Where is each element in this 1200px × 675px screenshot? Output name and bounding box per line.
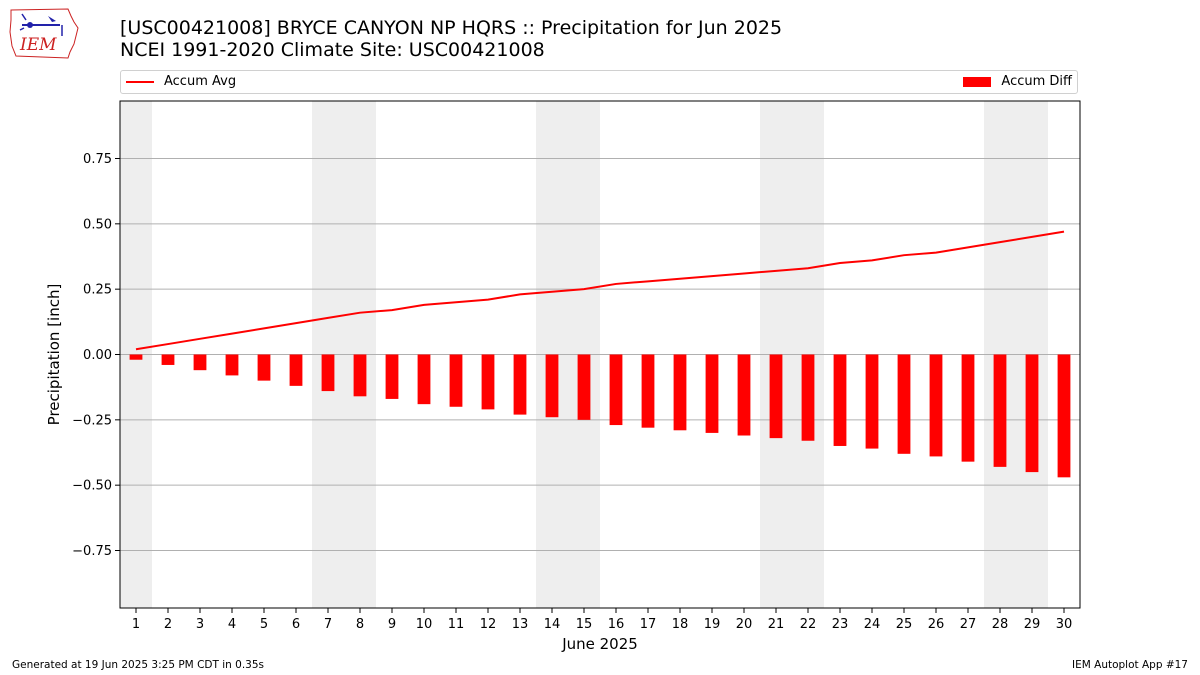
y-tick-label: −0.75 bbox=[72, 544, 112, 559]
x-tick-label: 10 bbox=[416, 617, 433, 632]
chart-title: [USC00421008] BRYCE CANYON NP HQRS :: Pr… bbox=[120, 17, 783, 39]
x-tick-label: 30 bbox=[1056, 617, 1073, 632]
accum-diff-bar bbox=[385, 354, 399, 399]
legend-label-accum-avg: Accum Avg bbox=[164, 74, 237, 89]
accum-diff-bar bbox=[577, 354, 591, 420]
x-tick-label: 28 bbox=[992, 617, 1009, 632]
x-tick-label: 22 bbox=[800, 617, 817, 632]
chart-title-block: [USC00421008] BRYCE CANYON NP HQRS :: Pr… bbox=[120, 17, 782, 61]
accum-avg-line bbox=[135, 230, 1065, 351]
x-tick-label: 25 bbox=[896, 617, 913, 632]
accum-diff-bar bbox=[801, 354, 815, 441]
x-tick-label: 1 bbox=[132, 617, 140, 632]
x-tick-label: 12 bbox=[480, 617, 497, 632]
accum-diff-bar bbox=[961, 354, 975, 462]
accum-diff-bar bbox=[833, 354, 847, 446]
footer-generated: Generated at 19 Jun 2025 3:25 PM CDT in … bbox=[12, 659, 265, 671]
accum-diff-bar bbox=[897, 354, 911, 454]
x-tick-label: 16 bbox=[608, 617, 625, 632]
accum-diff-bar bbox=[673, 354, 687, 431]
accum-diff-bar bbox=[449, 354, 463, 407]
legend-label-accum-diff: Accum Diff bbox=[1001, 74, 1072, 89]
footer-app-id: IEM Autoplot App #17 bbox=[1072, 659, 1188, 671]
accum-diff-bar bbox=[1025, 354, 1039, 473]
legend-line-swatch bbox=[126, 80, 154, 83]
x-tick-label: 24 bbox=[864, 617, 881, 632]
y-tick-label: 0.00 bbox=[83, 348, 112, 363]
legend: Accum Avg Accum Diff bbox=[120, 70, 1078, 94]
x-tick-label: 3 bbox=[196, 617, 204, 632]
x-tick-label: 19 bbox=[704, 617, 721, 632]
y-tick-label: −0.25 bbox=[72, 413, 112, 428]
accum-diff-bar bbox=[289, 354, 303, 386]
x-tick-label: 27 bbox=[960, 617, 977, 632]
x-tick-label: 14 bbox=[544, 617, 561, 632]
x-axis-label: June 2025 bbox=[561, 635, 638, 653]
accum-diff-bar bbox=[193, 354, 207, 371]
x-tick-label: 8 bbox=[356, 617, 364, 632]
accum-diff-bar bbox=[641, 354, 655, 428]
legend-item-accum-avg: Accum Avg bbox=[126, 74, 236, 90]
legend-item-accum-diff: Accum Diff bbox=[963, 74, 1072, 90]
x-tick-label: 26 bbox=[928, 617, 945, 632]
accum-diff-bar bbox=[865, 354, 879, 449]
accum-diff-bar bbox=[1057, 354, 1071, 478]
iowa-state-map-logo-icon: IEM bbox=[9, 8, 79, 59]
x-tick-label: 11 bbox=[448, 617, 465, 632]
accum-diff-bar bbox=[417, 354, 431, 405]
accum-diff-bar bbox=[737, 354, 751, 436]
legend-bar-swatch bbox=[963, 76, 992, 87]
chart-subtitle: NCEI 1991-2020 Climate Site: USC00421008 bbox=[120, 39, 545, 61]
x-tick-label: 20 bbox=[736, 617, 753, 632]
x-tick-label: 15 bbox=[576, 617, 593, 632]
x-tick-label: 9 bbox=[388, 617, 396, 632]
y-tick-label: 0.75 bbox=[83, 152, 112, 167]
x-tick-label: 13 bbox=[512, 617, 529, 632]
accum-diff-bar bbox=[705, 354, 719, 433]
accum-diff-bar bbox=[257, 354, 271, 381]
y-tick-label: −0.50 bbox=[72, 479, 112, 494]
logo-text: IEM bbox=[19, 35, 57, 55]
accum-diff-bar bbox=[993, 354, 1007, 467]
accum-diff-bar bbox=[321, 354, 335, 392]
x-tick-label: 17 bbox=[640, 617, 657, 632]
y-tick-label: 0.50 bbox=[83, 217, 112, 232]
x-tick-label: 5 bbox=[260, 617, 268, 632]
x-tick-label: 23 bbox=[832, 617, 849, 632]
accum-diff-bar bbox=[929, 354, 943, 457]
accum-diff-bar bbox=[225, 354, 239, 376]
accum-diff-bar bbox=[161, 354, 175, 365]
accum-diff-bar bbox=[513, 354, 527, 415]
x-tick-label: 2 bbox=[164, 617, 172, 632]
x-tick-label: 6 bbox=[292, 617, 300, 632]
accum-diff-bar bbox=[353, 354, 367, 397]
accum-diff-bar bbox=[481, 354, 495, 410]
y-tick-label: 0.25 bbox=[83, 283, 112, 298]
x-tick-label: 4 bbox=[228, 617, 236, 632]
y-axis-label: Precipitation [inch] bbox=[45, 284, 63, 426]
accum-diff-bar bbox=[769, 354, 783, 439]
x-tick-label: 29 bbox=[1024, 617, 1041, 632]
accum-diff-bar bbox=[609, 354, 623, 426]
accum-diff-bar bbox=[129, 354, 143, 360]
accum-diff-bar bbox=[545, 354, 559, 418]
x-tick-label: 18 bbox=[672, 617, 689, 632]
iem-logo: IEM bbox=[8, 6, 80, 60]
x-tick-label: 21 bbox=[768, 617, 785, 632]
x-tick-label: 7 bbox=[324, 617, 332, 632]
